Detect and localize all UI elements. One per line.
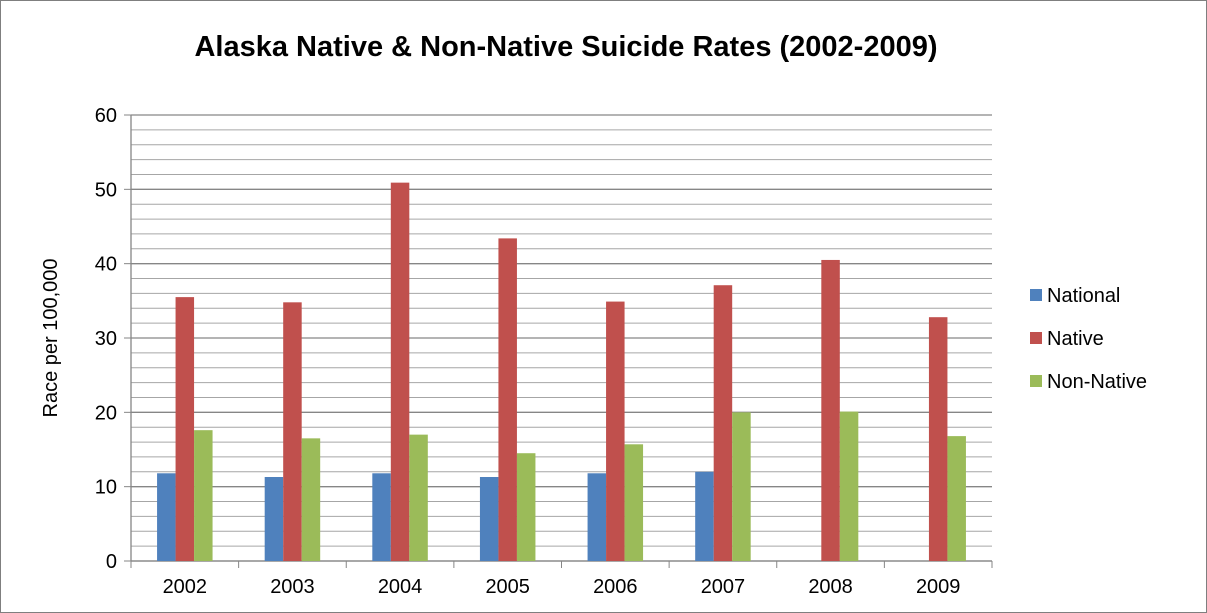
bar-native-2002: [175, 297, 195, 561]
bar-non-native-2004: [409, 434, 428, 561]
x-tick-label: 2008: [808, 576, 853, 598]
bar-national-2005: [479, 477, 499, 561]
y-tick-label: 40: [95, 254, 117, 276]
bar-non-native-2003: [301, 438, 321, 561]
y-tick-label: 30: [95, 328, 117, 350]
bar-non-native-2007: [732, 412, 751, 561]
chart-title: Alaska Native & Non-Native Suicide Rates…: [194, 31, 938, 63]
legend-swatch: [1030, 332, 1042, 344]
bar-non-native-2009: [947, 436, 966, 561]
bar-native-2007: [713, 285, 733, 561]
y-tick-label: 50: [95, 179, 117, 201]
x-tick-label: 2002: [163, 576, 208, 598]
bar-non-native-2006: [624, 444, 644, 561]
bar-native-2003: [283, 302, 302, 561]
y-axis-label: Race per 100,000: [40, 258, 62, 417]
bar-national-2004: [372, 473, 391, 561]
legend-swatch: [1030, 289, 1042, 301]
bar-non-native-2008: [839, 411, 859, 561]
bar-national-2002: [157, 473, 176, 561]
legend-label: National: [1047, 285, 1120, 307]
x-tick-label: 2004: [378, 576, 423, 598]
bar-native-2004: [390, 182, 410, 562]
bar-native-2006: [606, 301, 625, 561]
x-tick-labels: 2002 2003 2004 2005 2006 2007 2008 2009: [163, 576, 961, 598]
bars-group: [157, 182, 966, 562]
legend-label: Non-Native: [1047, 371, 1147, 393]
x-tick-label: 2007: [701, 576, 746, 598]
bar-non-native-2002: [194, 430, 213, 561]
legend-swatch: [1030, 375, 1042, 387]
bar-non-native-2005: [516, 453, 536, 561]
y-tick-label: 10: [95, 477, 117, 499]
y-tick-label: 0: [106, 551, 117, 573]
x-tick-label: 2009: [916, 576, 961, 598]
x-tick-label: 2005: [485, 576, 530, 598]
legend: National Native Non-Native: [1030, 285, 1147, 393]
bar-native-2008: [821, 259, 840, 561]
bar-national-2006: [587, 473, 607, 561]
bar-native-2009: [928, 317, 948, 561]
legend-label: Native: [1047, 328, 1104, 350]
x-tick-label: 2003: [270, 576, 315, 598]
x-tick-label: 2006: [593, 576, 638, 598]
bar-national-2003: [264, 477, 284, 561]
y-tick-labels: 0 10 20 30 40 50 60: [95, 105, 117, 573]
bar-national-2007: [695, 471, 714, 561]
y-tick-label: 60: [95, 105, 117, 127]
bar-native-2005: [498, 238, 517, 562]
grid-lines: [124, 114, 993, 568]
y-tick-label: 20: [95, 402, 117, 424]
